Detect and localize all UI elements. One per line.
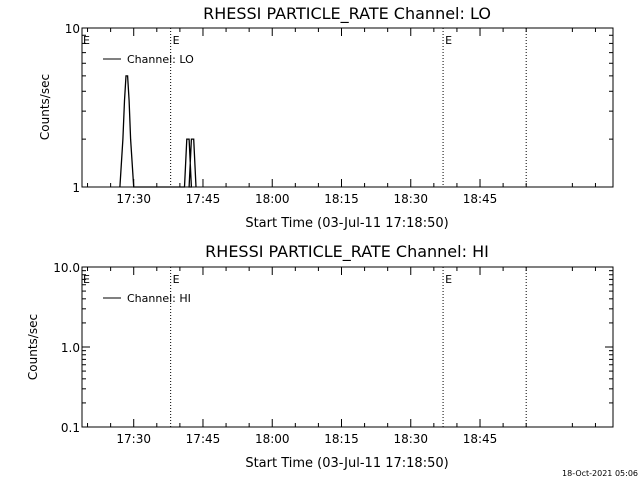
hi-x-axis-label: Start Time (03-Jul-11 17:18:50) <box>245 456 448 471</box>
hi-chart-title: RHESSI PARTICLE_RATE Channel: HI <box>205 242 489 262</box>
lo-axis-ticks: 17:30 17:45 18:00 18:15 18:30 18:45 1 10 <box>65 22 613 206</box>
hi-event-markers: E EE <box>83 267 527 427</box>
hi-edge-event-label: E <box>83 273 90 286</box>
hi-x-tick-label: 18:15 <box>324 432 359 446</box>
lo-y-tick-label: 1 <box>72 181 80 195</box>
hi-channel-panel: RHESSI PARTICLE_RATE Channel: HI Counts/… <box>26 242 614 471</box>
hi-x-tick-label: 18:30 <box>393 432 428 446</box>
hi-legend-label: Channel: HI <box>127 292 191 305</box>
hi-y-tick-label: 0.1 <box>61 421 80 435</box>
hi-event-marker-label: E <box>173 273 180 286</box>
lo-edge-event-label: E <box>83 34 90 47</box>
hi-axis-ticks: 17:30 17:45 18:00 18:15 18:30 18:45 0.1 1.0 10.0 <box>53 261 613 446</box>
lo-event-marker-label: E <box>173 34 180 47</box>
lo-series-line <box>119 75 197 188</box>
hi-x-tick-label: 18:45 <box>463 432 498 446</box>
footer-timestamp: 18-Oct-2021 05:06 <box>562 469 638 478</box>
lo-plot-frame <box>81 27 614 188</box>
lo-data-series <box>119 75 197 188</box>
lo-x-axis-label: Start Time (03-Jul-11 17:18:50) <box>245 216 448 231</box>
hi-y-axis-label: Counts/sec <box>26 314 40 380</box>
hi-legend: Channel: HI <box>103 292 191 305</box>
lo-x-tick-label: 18:15 <box>324 192 359 206</box>
lo-legend: Channel: LO <box>103 53 194 66</box>
lo-x-tick-label: 18:30 <box>393 192 428 206</box>
hi-event-marker-label: E <box>445 273 452 286</box>
hi-y-tick-label: 10.0 <box>53 261 80 275</box>
lo-x-tick-label: 18:00 <box>255 192 290 206</box>
hi-plot-frame <box>81 266 614 428</box>
lo-y-tick-label: 10 <box>65 22 80 36</box>
lo-channel-panel: RHESSI PARTICLE_RATE Channel: LO Counts/… <box>38 4 614 231</box>
lo-x-tick-label: 18:45 <box>463 192 498 206</box>
lo-event-markers: E EE <box>83 28 527 187</box>
hi-x-tick-label: 17:45 <box>186 432 221 446</box>
lo-legend-label: Channel: LO <box>127 53 194 66</box>
lo-chart-title: RHESSI PARTICLE_RATE Channel: LO <box>203 4 491 24</box>
hi-x-tick-label: 18:00 <box>255 432 290 446</box>
lo-y-axis-label: Counts/sec <box>38 74 52 140</box>
lo-x-tick-label: 17:30 <box>116 192 151 206</box>
hi-y-tick-label: 1.0 <box>61 341 80 355</box>
lo-x-tick-label: 17:45 <box>186 192 221 206</box>
lo-event-marker-label: E <box>445 34 452 47</box>
hi-x-tick-label: 17:30 <box>116 432 151 446</box>
